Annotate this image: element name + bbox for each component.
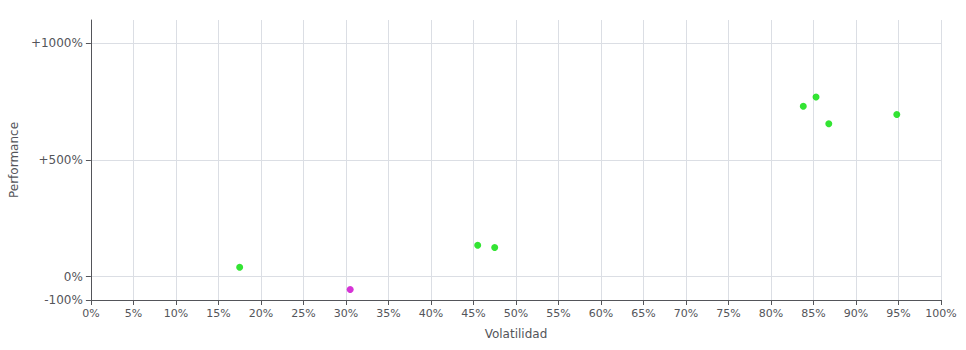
svg-text:0%: 0% [64, 270, 83, 284]
svg-text:55%: 55% [546, 307, 570, 320]
svg-text:60%: 60% [589, 307, 613, 320]
svg-text:20%: 20% [249, 307, 273, 320]
svg-text:50%: 50% [504, 307, 528, 320]
svg-text:5%: 5% [125, 307, 142, 320]
svg-text:100%: 100% [925, 307, 956, 320]
svg-text:15%: 15% [206, 307, 230, 320]
svg-text:45%: 45% [461, 307, 485, 320]
svg-text:40%: 40% [419, 307, 443, 320]
svg-text:65%: 65% [631, 307, 655, 320]
svg-text:75%: 75% [716, 307, 740, 320]
svg-text:Volatilidad: Volatilidad [485, 327, 548, 341]
svg-text:Performance: Performance [7, 122, 21, 198]
svg-text:90%: 90% [844, 307, 868, 320]
svg-text:30%: 30% [334, 307, 358, 320]
svg-text:35%: 35% [376, 307, 400, 320]
svg-text:+1000%: +1000% [31, 36, 83, 50]
svg-text:85%: 85% [801, 307, 825, 320]
svg-text:70%: 70% [674, 307, 698, 320]
svg-text:10%: 10% [164, 307, 188, 320]
svg-text:80%: 80% [759, 307, 783, 320]
svg-text:25%: 25% [291, 307, 315, 320]
svg-text:-100%: -100% [44, 293, 83, 307]
svg-text:95%: 95% [886, 307, 910, 320]
svg-text:0%: 0% [82, 307, 99, 320]
svg-text:+500%: +500% [39, 153, 83, 167]
